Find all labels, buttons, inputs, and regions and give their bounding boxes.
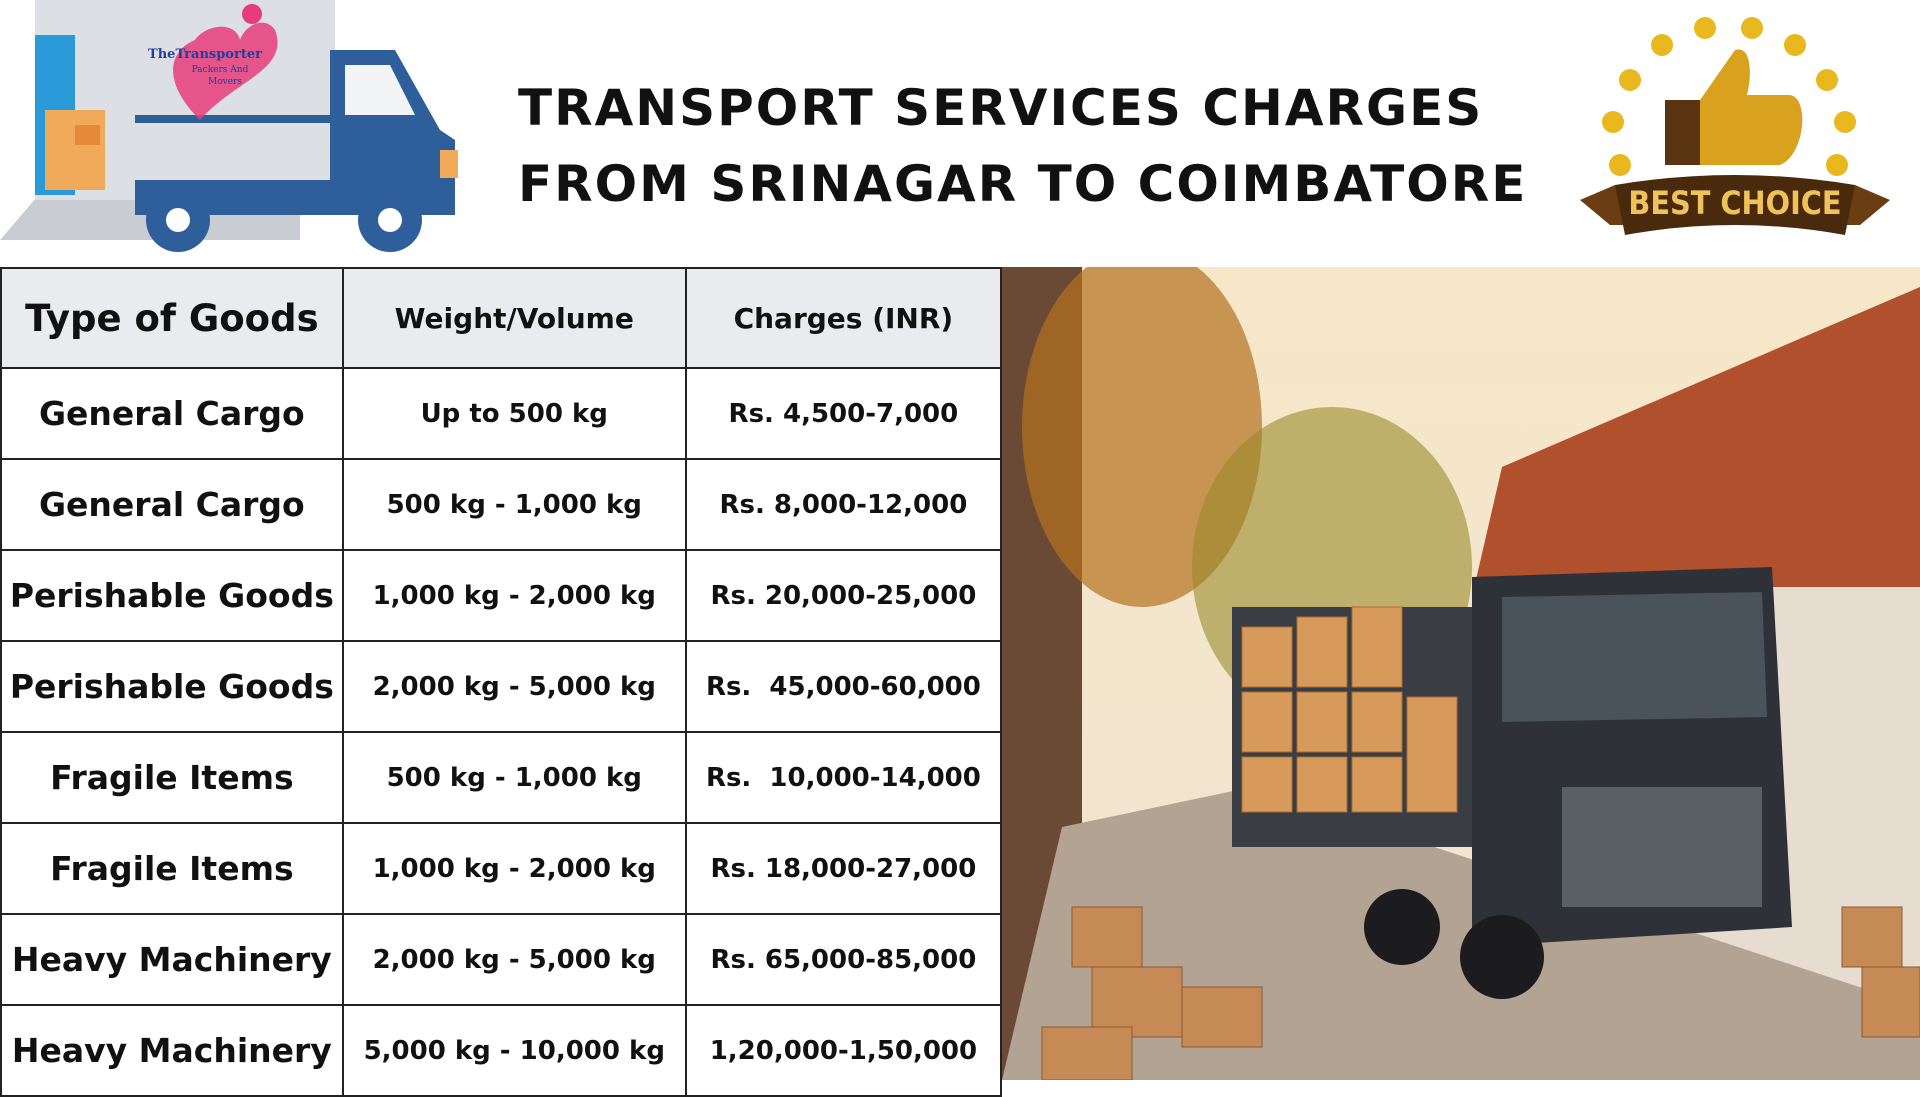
table-cell: Fragile Items <box>0 822 344 915</box>
light <box>440 150 458 178</box>
windshield <box>1502 592 1767 722</box>
table-row: Heavy Machinery 2,000 kg - 5,000 kg Rs. 65… <box>0 913 1003 1006</box>
table-row: Perishable Goods 2,000 kg - 5,000 kg Rs. 4… <box>0 640 1003 733</box>
table-cell: Rs. 65,000-85,000 <box>684 913 1003 1006</box>
header-row: Type of Goods Weight/Volume Charges (INR) <box>0 267 1003 369</box>
cargo-boxes <box>1241 606 1458 813</box>
thumb <box>1700 49 1803 165</box>
hub <box>166 208 190 232</box>
window <box>345 65 415 115</box>
table-cell: Perishable Goods <box>0 640 344 733</box>
table-cell: 500 kg - 1,000 kg <box>341 731 687 824</box>
table-cell: 1,000 kg - 2,000 kg <box>341 549 687 642</box>
ribbon <box>1615 175 1855 235</box>
table-cell: Up to 500 kg <box>341 367 687 460</box>
column-header: Charges (INR) <box>684 267 1003 369</box>
table-cell: Heavy Machinery <box>0 1004 344 1097</box>
table-cell: Heavy Machinery <box>0 913 344 1006</box>
table-cell: 1,000 kg - 2,000 kg <box>341 822 687 915</box>
table-cell: Rs. 18,000-27,000 <box>684 822 1003 915</box>
table-cell: Rs. 45,000-60,000 <box>684 640 1003 733</box>
truck-illustration: TheTransporter Packers And Movers <box>0 0 458 252</box>
column-header: Weight/Volume <box>341 267 687 369</box>
box <box>75 125 100 145</box>
title-line: TRANSPORT SERVICES CHARGES <box>518 79 1484 137</box>
logo-sub: Movers <box>208 77 242 87</box>
table-row: General Cargo 500 kg - 1,000 kg Rs. 8,000-… <box>0 458 1003 551</box>
logo-name: TheTransporter <box>148 47 262 62</box>
stars <box>1602 17 1856 176</box>
hub <box>378 208 402 232</box>
title: TRANSPORT SERVICES CHARGES FROM SRINAGAR… <box>518 70 1527 222</box>
box <box>45 110 105 190</box>
table-cell: 1,20,000-1,50,000 <box>684 1004 1003 1097</box>
logo-sub: Packers And <box>192 65 249 75</box>
table-row: Fragile Items 1,000 kg - 2,000 kg Rs. 18,0… <box>0 822 1003 915</box>
roof <box>1472 287 1920 597</box>
table-cell: 2,000 kg - 5,000 kg <box>341 640 687 733</box>
badge-text: BEST CHOICE <box>1628 184 1841 222</box>
table-cell: Fragile Items <box>0 731 344 824</box>
table-cell: 5,000 kg - 10,000 kg <box>341 1004 687 1097</box>
table-cell: Rs. 8,000-12,000 <box>684 458 1003 551</box>
logo-heart <box>173 22 278 120</box>
street-photo <box>1002 267 1920 1080</box>
column-header: Type of Goods <box>0 267 344 369</box>
table-cell: Rs. 4,500-7,000 <box>684 367 1003 460</box>
table-row: Heavy Machinery 5,000 kg - 10,000 kg 1,20,… <box>0 1004 1003 1097</box>
best-choice-badge: BEST CHOICE <box>1580 17 1890 235</box>
table-cell: 2,000 kg - 5,000 kg <box>341 913 687 1006</box>
charges-table: Type of Goods Weight/Volume Charges (INR) … <box>0 267 1003 1097</box>
street-boxes <box>1041 906 1920 1080</box>
table-cell: Rs. 20,000-25,000 <box>684 549 1003 642</box>
cuff <box>1665 100 1700 165</box>
logo-head <box>242 4 262 24</box>
grille <box>1562 787 1762 907</box>
table-cell: General Cargo <box>0 367 344 460</box>
table-cell: General Cargo <box>0 458 344 551</box>
table-row: General Cargo Up to 500 kg Rs. 4,500-7,000 <box>0 367 1003 460</box>
wheel <box>1364 889 1440 965</box>
table-body: General Cargo Up to 500 kg Rs. 4,500-7,000… <box>0 367 1003 1097</box>
table-row: Perishable Goods 1,000 kg - 2,000 kg Rs. 2… <box>0 549 1003 642</box>
title-line: FROM SRINAGAR TO COIMBATORE <box>518 155 1528 213</box>
stripe <box>135 115 335 123</box>
wheel <box>1460 915 1544 999</box>
table-cell: Rs. 10,000-14,000 <box>684 731 1003 824</box>
table-row: Fragile Items 500 kg - 1,000 kg Rs. 10,000… <box>0 731 1003 824</box>
table-cell: Perishable Goods <box>0 549 344 642</box>
table-cell: 500 kg - 1,000 kg <box>341 458 687 551</box>
